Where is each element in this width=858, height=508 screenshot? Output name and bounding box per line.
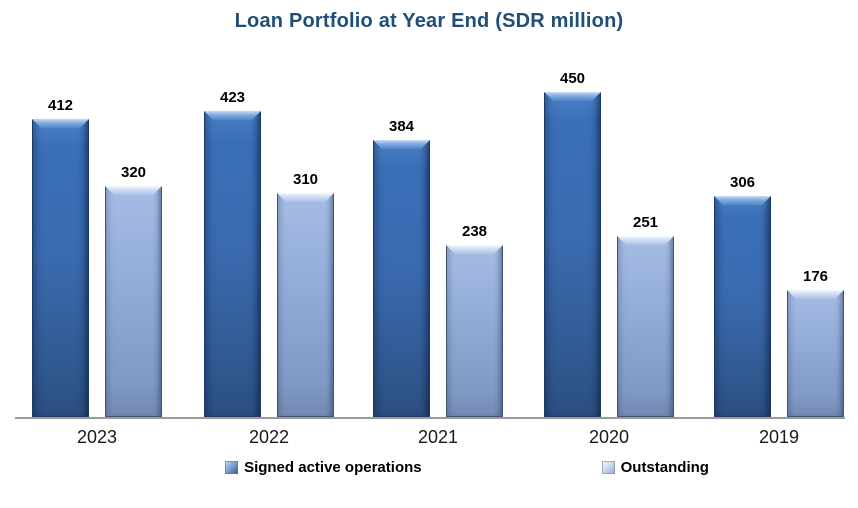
legend-label-signed: Signed active operations [244,459,422,476]
x-axis-label-2019: 2019 [758,427,800,447]
legend: Signed active operations Outstanding [38,459,858,476]
legend-marker-signed-icon [225,461,239,474]
x-axis-label-2022: 2022 [248,427,290,447]
bar-value-label-signed-2021: 384 [388,118,415,135]
x-axis-label-2021: 2021 [417,427,459,447]
bar-signed-2021: 384 [373,118,430,417]
x-axis-label-2020: 2020 [588,427,630,447]
legend-item-signed-active-operations: Signed active operations [225,459,422,476]
bar-signed-2020: 450 [544,70,601,417]
bar-group-2023: 412 320 2023 [32,97,162,447]
bar-value-label-signed-2023: 412 [47,97,74,114]
bar-value-label-outstanding-2021: 238 [461,223,488,240]
bar-signed-2023: 412 [32,97,89,417]
x-axis-label-2023: 2023 [76,427,118,447]
bar-group-2022: 423 310 2022 [204,89,334,447]
bar-group-2020: 450 251 2020 [544,70,674,447]
legend-label-outstanding: Outstanding [620,459,709,476]
bar-value-label-outstanding-2022: 310 [292,171,319,188]
bar-value-label-signed-2022: 423 [219,89,246,106]
bar-outstanding-2020: 251 [617,214,674,417]
bar-outstanding-2021: 238 [446,223,503,417]
bar-signed-2022: 423 [204,89,261,417]
bar-group-2019: 306 176 2019 [714,174,844,447]
bar-outstanding-2019: 176 [787,268,844,417]
plot-area: 412 320 2023 423 310 2022 384 238 2021 450 251 2020… [15,49,845,447]
bar-outstanding-2023: 320 [105,164,162,417]
bar-value-label-outstanding-2023: 320 [120,164,147,181]
bar-value-label-signed-2020: 450 [559,70,586,87]
bar-outstanding-2022: 310 [277,171,334,417]
bar-value-label-signed-2019: 306 [729,174,756,191]
bar-value-label-outstanding-2019: 176 [802,268,829,285]
bar-group-2021: 384 238 2021 [373,118,503,447]
legend-marker-outstanding-icon [601,461,615,474]
legend-item-outstanding: Outstanding [601,459,709,476]
bar-value-label-outstanding-2020: 251 [632,214,659,231]
chart-title: Loan Portfolio at Year End (SDR million) [234,10,624,32]
bar-signed-2019: 306 [714,174,771,417]
